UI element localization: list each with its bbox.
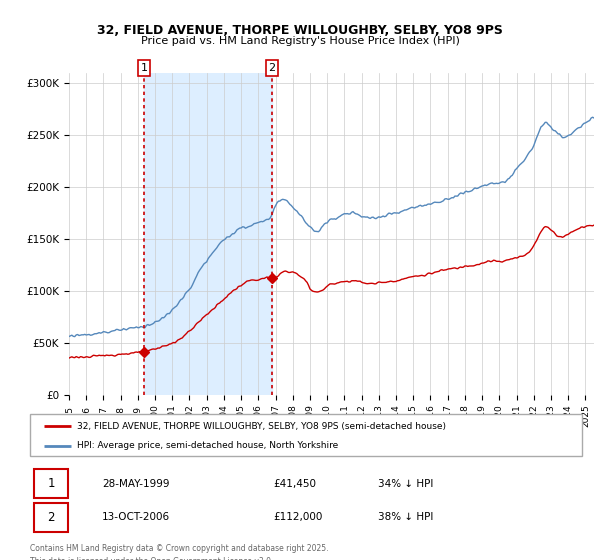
Text: 32, FIELD AVENUE, THORPE WILLOUGHBY, SELBY, YO8 9PS: 32, FIELD AVENUE, THORPE WILLOUGHBY, SEL… <box>97 24 503 38</box>
Text: 2: 2 <box>268 63 275 73</box>
Text: 28-MAY-1999: 28-MAY-1999 <box>102 479 169 489</box>
Text: 34% ↓ HPI: 34% ↓ HPI <box>378 479 433 489</box>
Text: Price paid vs. HM Land Registry's House Price Index (HPI): Price paid vs. HM Land Registry's House … <box>140 36 460 46</box>
Text: 13-OCT-2006: 13-OCT-2006 <box>102 512 170 522</box>
Bar <box>144 73 272 395</box>
FancyBboxPatch shape <box>30 414 582 456</box>
Text: 38% ↓ HPI: 38% ↓ HPI <box>378 512 433 522</box>
Text: HPI: Average price, semi-detached house, North Yorkshire: HPI: Average price, semi-detached house,… <box>77 441 338 450</box>
Text: £112,000: £112,000 <box>273 512 322 522</box>
Text: 2: 2 <box>47 511 55 524</box>
Text: Contains HM Land Registry data © Crown copyright and database right 2025.
This d: Contains HM Land Registry data © Crown c… <box>30 544 329 560</box>
FancyBboxPatch shape <box>34 503 68 532</box>
Text: 1: 1 <box>141 63 148 73</box>
Text: £41,450: £41,450 <box>273 479 316 489</box>
Text: 32, FIELD AVENUE, THORPE WILLOUGHBY, SELBY, YO8 9PS (semi-detached house): 32, FIELD AVENUE, THORPE WILLOUGHBY, SEL… <box>77 422 446 431</box>
FancyBboxPatch shape <box>34 469 68 498</box>
Text: 1: 1 <box>47 477 55 491</box>
